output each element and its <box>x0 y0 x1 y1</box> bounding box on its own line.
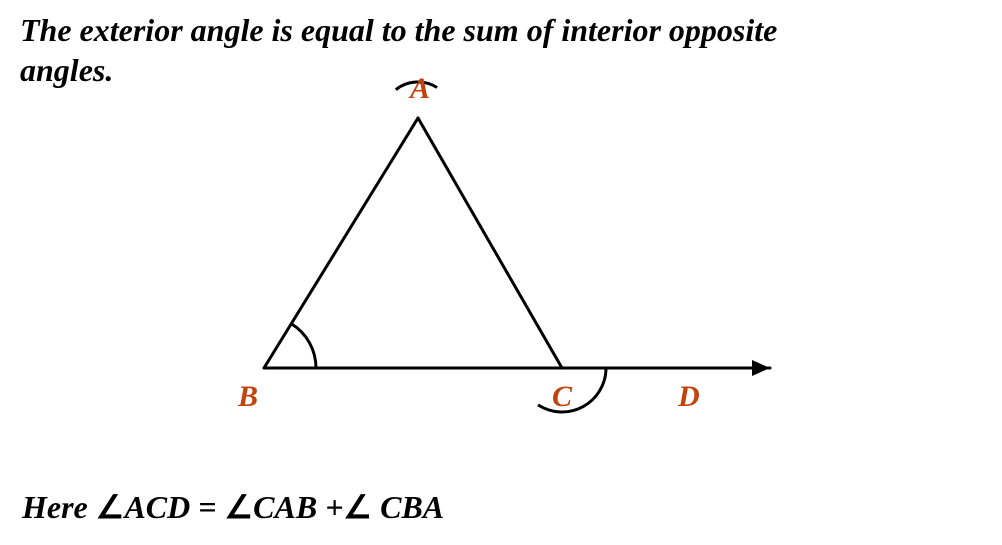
vertex-label-d: D <box>678 380 700 414</box>
vertex-label-c: C <box>552 380 572 414</box>
vertex-label-a: A <box>410 72 430 106</box>
conclusion-lhs: ACD <box>124 489 190 525</box>
angle-icon: ∠ <box>224 489 253 525</box>
angle-icon: ∠ <box>343 489 372 525</box>
figure-stage: { "canvas": { "w": 1002, "h": 545, "back… <box>0 0 1002 545</box>
conclusion-r1: CAB <box>253 489 317 525</box>
conclusion-eq: = <box>190 489 224 525</box>
angle-icon: ∠ <box>96 489 125 525</box>
conclusion-r2: CBA <box>372 489 444 525</box>
conclusion-line: Here ∠ACD = ∠CAB +∠ CBA <box>22 488 444 526</box>
vertex-label-b: B <box>238 380 258 414</box>
conclusion-plus: + <box>317 489 343 525</box>
triangle-diagram <box>0 0 1002 545</box>
conclusion-prefix: Here <box>22 489 88 525</box>
